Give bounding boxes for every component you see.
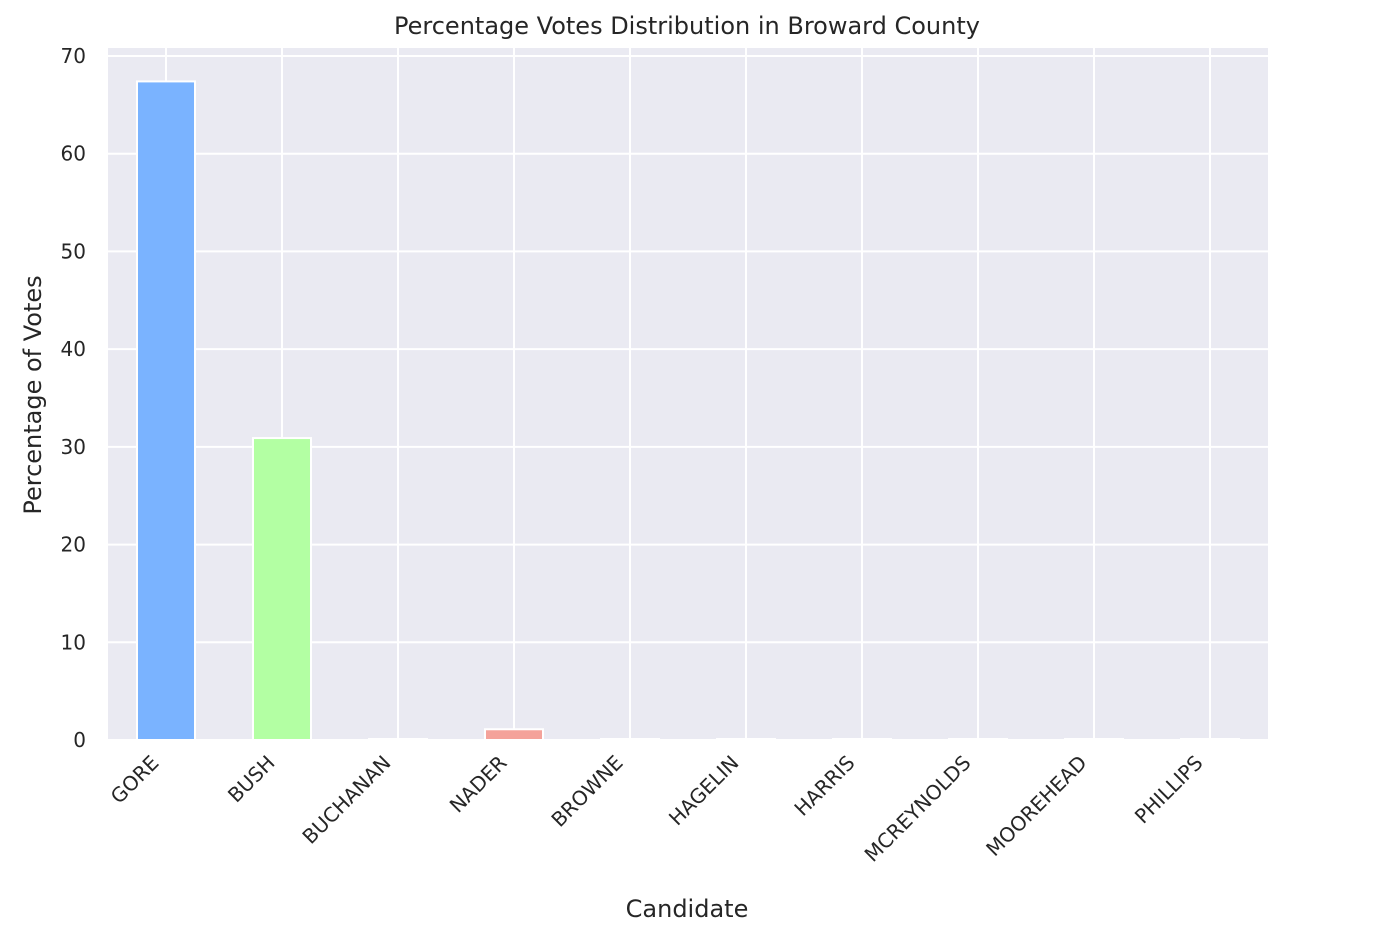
y-tick-label: 10 (61, 630, 86, 654)
x-tick-label: BUCHANAN (297, 751, 395, 849)
x-tick-label: NADER (445, 750, 512, 817)
bar-browne (600, 738, 660, 741)
bar-gore (136, 80, 196, 742)
x-tick-labels: GORE BUSH BUCHANAN NADER BROWNE HAGELIN HARRIS… (106, 750, 1208, 866)
x-tick-label: MOOREHEAD (981, 751, 1091, 861)
y-tick-label: 20 (61, 533, 86, 557)
chart-title: Percentage Votes Distribution in Broward… (394, 12, 980, 40)
bar-nader (484, 728, 544, 741)
y-tick-label: 70 (61, 44, 86, 68)
x-tick-label: BUSH (223, 751, 280, 808)
y-tick-label: 40 (61, 337, 86, 361)
x-tick-label: GORE (106, 751, 164, 809)
x-axis-label: Candidate (626, 895, 749, 923)
bar-moorehead (1064, 738, 1124, 741)
y-tick-label: 50 (61, 239, 86, 263)
y-tick-label: 30 (61, 435, 86, 459)
y-axis-label: Percentage of Votes (19, 275, 47, 514)
x-tick-label: PHILLIPS (1130, 751, 1208, 829)
bar-bush (252, 437, 312, 741)
bar-harris (832, 738, 892, 741)
bar-phillips (1180, 738, 1240, 741)
x-tick-label: HARRIS (789, 751, 859, 821)
x-tick-label: BROWNE (546, 751, 627, 832)
y-tick-label: 60 (61, 142, 86, 166)
bar-hagelin (716, 738, 776, 741)
bar-mcreynolds (948, 738, 1008, 741)
x-tick-label: MCREYNOLDS (860, 751, 976, 867)
x-tick-label: HAGELIN (664, 751, 744, 831)
bar-buchanan (368, 738, 428, 741)
y-tick-labels: 0 10 20 30 40 50 60 70 (61, 44, 86, 752)
y-tick-label: 0 (73, 728, 86, 752)
bars (136, 80, 1240, 742)
